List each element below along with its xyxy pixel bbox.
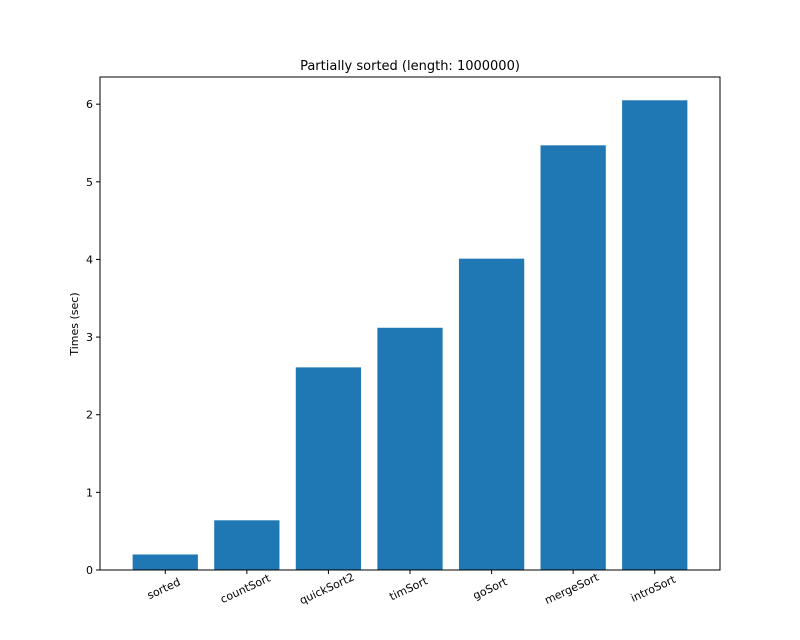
y-tick-label: 3 bbox=[86, 331, 93, 344]
bar-timSort bbox=[377, 327, 443, 570]
bar-goSort bbox=[458, 258, 525, 570]
bars-group bbox=[132, 100, 688, 570]
y-tick-label: 6 bbox=[86, 98, 93, 111]
y-axis-label: Times (sec) bbox=[68, 292, 81, 356]
x-tick-label: timSort bbox=[387, 574, 430, 603]
x-tick-label: goSort bbox=[471, 575, 510, 602]
x-tick-label: introSort bbox=[629, 573, 679, 605]
y-ticks-group: 0 1 2 3 4 5 6 bbox=[86, 98, 100, 577]
x-tick-label: quickSort2 bbox=[297, 570, 356, 607]
x-tick-label: mergeSort bbox=[543, 570, 602, 607]
y-tick-label: 4 bbox=[86, 253, 93, 266]
y-tick-label: 2 bbox=[86, 409, 93, 422]
y-tick-label: 1 bbox=[86, 486, 93, 499]
bar-quickSort2 bbox=[295, 367, 362, 570]
bar-introSort bbox=[622, 100, 688, 570]
y-tick-label: 5 bbox=[86, 176, 93, 189]
bar-sorted bbox=[132, 554, 198, 570]
x-tick-label: sorted bbox=[145, 576, 182, 603]
chart-title: Partially sorted (length: 1000000) bbox=[300, 59, 520, 74]
plot-frame bbox=[99, 76, 721, 571]
bar-countSort bbox=[214, 520, 280, 570]
x-tick-label: countSort bbox=[218, 571, 273, 606]
y-tick-label: 0 bbox=[86, 564, 93, 577]
x-ticks-group: sorted countSort quickSort2 timSort goSort me… bbox=[145, 570, 678, 607]
bar-mergeSort bbox=[540, 145, 606, 570]
